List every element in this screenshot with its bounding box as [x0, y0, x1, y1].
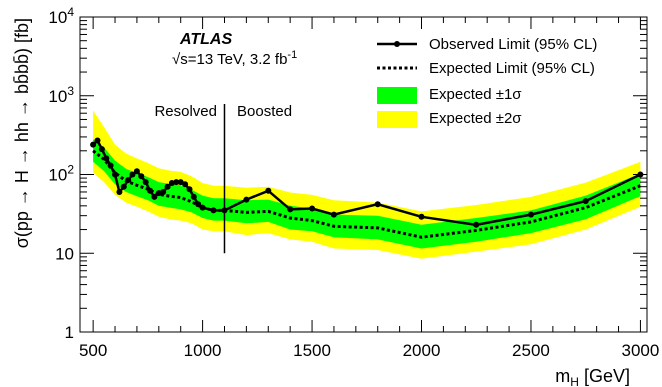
y-tick-label: 10: [55, 244, 74, 263]
observed-point: [142, 179, 149, 186]
legend-expected-label: Expected Limit (95% CL): [429, 60, 595, 77]
observed-point: [125, 177, 132, 184]
x-tick-label: 2500: [512, 341, 550, 360]
region-label-resolved: Resolved: [154, 103, 217, 120]
observed-point: [195, 201, 202, 208]
legend-observed-label: Observed Limit (95% CL): [429, 36, 597, 53]
legend-band2-swatch: [377, 111, 417, 128]
observed-point: [199, 204, 206, 211]
observed-point: [138, 173, 145, 180]
observed-point: [210, 207, 217, 214]
observed-point: [129, 171, 136, 178]
observed-point: [374, 201, 381, 208]
legend-band2-label: Expected ±2σ: [429, 110, 522, 127]
observed-point: [473, 221, 480, 228]
observed-point: [265, 187, 272, 194]
observed-point: [182, 181, 189, 188]
observed-point: [221, 207, 228, 214]
region-label-boosted: Boosted: [237, 103, 292, 120]
observed-point: [582, 198, 589, 205]
observed-point: [309, 205, 316, 212]
observed-point: [190, 193, 197, 200]
observed-point: [287, 206, 294, 213]
x-tick-label: 1000: [184, 341, 222, 360]
legend-band1-swatch: [377, 87, 417, 104]
observed-point: [173, 179, 180, 186]
observed-point: [112, 171, 118, 178]
observed-point: [151, 193, 158, 200]
observed-point: [243, 196, 250, 203]
observed-point: [147, 187, 154, 194]
legend-observed-marker: [394, 41, 400, 47]
y-axis-title: σ(pp → H → hh → bb̄bb̄) [fb]: [12, 18, 32, 248]
x-axis-title: mH [GeV]: [555, 366, 630, 387]
y-tick-label: 1: [65, 323, 74, 342]
energy-label: √s=13 TeV, 3.2 fb-1: [172, 49, 297, 68]
expected-1sigma-band: [93, 139, 641, 249]
y-tick-label: 103: [48, 84, 74, 106]
observed-point: [98, 146, 105, 153]
experiment-label: ATLAS: [179, 31, 232, 48]
observed-point: [160, 189, 167, 195]
observed-point: [164, 183, 171, 190]
legend-band1-label: Expected ±1σ: [429, 86, 522, 103]
observed-point: [116, 189, 123, 195]
legend: Observed Limit (95% CL) Expected Limit (…: [377, 36, 597, 128]
observed-point: [330, 211, 337, 218]
observed-point: [186, 186, 193, 193]
observed-point: [528, 211, 534, 218]
observed-point: [94, 137, 101, 144]
y-tick-label: 104: [48, 5, 74, 27]
y-tick-label: 102: [48, 163, 74, 185]
x-tick-label: 3000: [622, 341, 660, 360]
observed-point: [107, 162, 114, 169]
observed-point: [103, 155, 110, 162]
x-tick-label: 1500: [293, 341, 331, 360]
x-tick-label: 500: [79, 341, 107, 360]
observed-point: [133, 168, 140, 175]
x-tick-label: 2000: [403, 341, 441, 360]
observed-point: [120, 183, 127, 190]
observed-point: [90, 141, 97, 148]
observed-point: [418, 213, 425, 220]
